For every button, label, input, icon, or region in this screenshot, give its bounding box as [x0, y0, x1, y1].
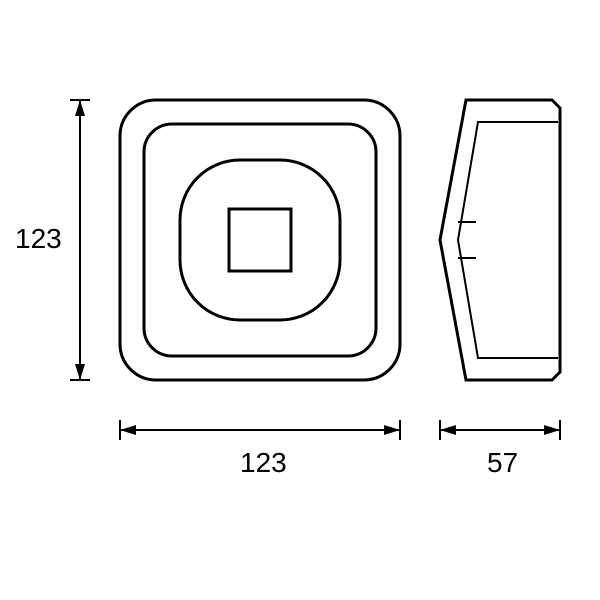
technical-drawing: 123 123 57	[0, 0, 600, 600]
dim-side-width-value: 57	[487, 447, 518, 478]
dim-front-width-value: 123	[240, 447, 287, 478]
dim-height-value: 123	[15, 223, 62, 254]
